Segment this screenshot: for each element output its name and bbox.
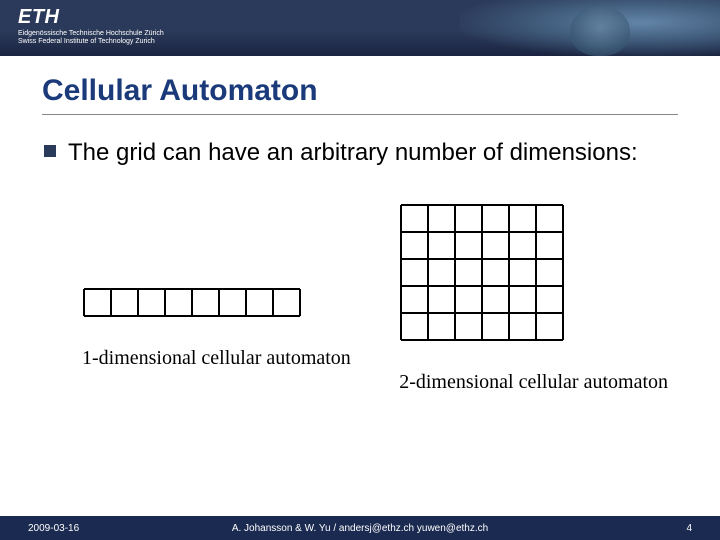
grid-2d-block: 2-dimensional cellular automaton: [399, 203, 668, 394]
bullet-square-icon: [44, 145, 56, 157]
bullet-text: The grid can have an arbitrary number of…: [68, 137, 638, 169]
footer-page-number: 4: [686, 523, 692, 534]
slide: ETH Eidgenössische Technische Hochschule…: [0, 0, 720, 540]
header-dome-shape: [570, 6, 630, 56]
grids-area: 1-dimensional cellular automaton 2-dimen…: [42, 203, 678, 394]
grid-2d: [399, 203, 565, 342]
footer-center: A. Johansson & W. Yu / andersj@ethz.ch y…: [232, 523, 488, 534]
grid-1d-caption: 1-dimensional cellular automaton: [82, 346, 351, 370]
footer-date: 2009-03-16: [28, 523, 79, 534]
grid-2d-caption: 2-dimensional cellular automaton: [399, 370, 668, 394]
bullet-row: The grid can have an arbitrary number of…: [44, 137, 678, 169]
eth-sub-line2: Swiss Federal Institute of Technology Zu…: [18, 38, 164, 46]
header-banner: ETH Eidgenössische Technische Hochschule…: [0, 0, 720, 56]
eth-sub-line1: Eidgenössische Technische Hochschule Zür…: [18, 30, 164, 38]
footer-bar: 2009-03-16 A. Johansson & W. Yu / anders…: [0, 516, 720, 540]
content-area: Cellular Automaton The grid can have an …: [0, 56, 720, 516]
grid-1d-block: 1-dimensional cellular automaton: [82, 203, 351, 394]
slide-title: Cellular Automaton: [42, 74, 678, 115]
eth-logo: ETH: [18, 6, 60, 29]
grid-1d: [82, 203, 302, 318]
eth-subtitle: Eidgenössische Technische Hochschule Zür…: [18, 30, 164, 46]
